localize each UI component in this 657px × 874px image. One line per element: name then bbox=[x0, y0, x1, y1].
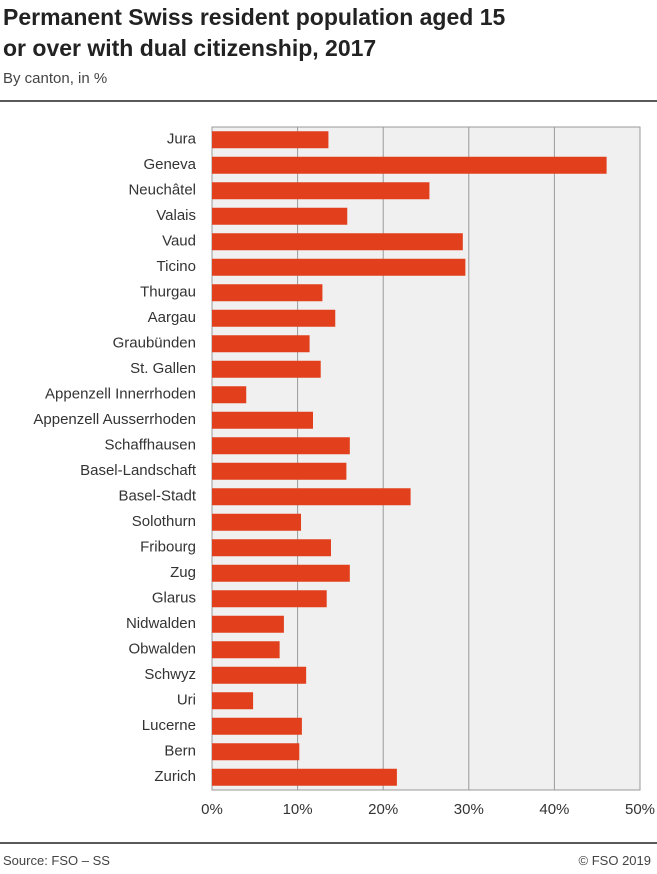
bar bbox=[212, 590, 327, 608]
y-tick-label: Aargau bbox=[148, 309, 196, 326]
y-tick-label: Solothurn bbox=[132, 513, 196, 530]
y-tick-label: Neuchâtel bbox=[128, 182, 196, 199]
bar bbox=[212, 462, 347, 480]
y-tick-label: Basel-Landschaft bbox=[80, 462, 197, 479]
y-tick-label: Basel-Stadt bbox=[118, 488, 196, 505]
x-tick-label: 30% bbox=[454, 801, 484, 818]
y-tick-label: Glarus bbox=[152, 590, 196, 607]
bar bbox=[212, 386, 247, 404]
x-tick-label: 20% bbox=[368, 801, 398, 818]
y-tick-label: Geneva bbox=[143, 156, 196, 173]
copyright: © FSO 2019 bbox=[578, 853, 651, 868]
bar bbox=[212, 615, 284, 633]
y-tick-label: Schwyz bbox=[144, 666, 196, 683]
y-tick-label: Vaud bbox=[162, 233, 196, 250]
y-tick-label: Fribourg bbox=[140, 539, 196, 556]
bar bbox=[212, 411, 314, 429]
chart-subtitle: By canton, in % bbox=[3, 70, 108, 87]
y-tick-label: Valais bbox=[156, 207, 196, 224]
bar bbox=[212, 360, 321, 378]
y-tick-label: Jura bbox=[167, 131, 197, 148]
bar bbox=[212, 309, 336, 327]
y-tick-label: Uri bbox=[177, 692, 196, 709]
y-tick-label: Lucerne bbox=[142, 717, 196, 734]
bar bbox=[212, 768, 397, 786]
y-tick-label: Thurgau bbox=[140, 284, 196, 301]
y-tick-label: Ticino bbox=[157, 258, 196, 275]
bar bbox=[212, 182, 430, 200]
y-tick-label: Schaffhausen bbox=[105, 437, 196, 454]
bar bbox=[212, 692, 254, 710]
bar bbox=[212, 641, 280, 659]
y-tick-label: Appenzell Innerrhoden bbox=[45, 386, 196, 403]
x-tick-label: 50% bbox=[625, 801, 655, 818]
bar bbox=[212, 666, 307, 684]
x-tick-label: 10% bbox=[283, 801, 313, 818]
y-tick-label: Zurich bbox=[154, 768, 196, 785]
x-tick-label: 0% bbox=[201, 801, 223, 818]
y-tick-label: Graubünden bbox=[113, 335, 196, 352]
bar bbox=[212, 131, 329, 149]
y-tick-label: Zug bbox=[170, 564, 196, 581]
bar bbox=[212, 207, 348, 225]
y-tick-label: Appenzell Ausserrhoden bbox=[33, 411, 196, 428]
bar bbox=[212, 564, 350, 582]
bar bbox=[212, 284, 323, 302]
bar bbox=[212, 539, 331, 557]
bar bbox=[212, 156, 607, 174]
chart-title: Permanent Swiss resident population aged… bbox=[3, 4, 506, 61]
x-tick-label: 40% bbox=[539, 801, 569, 818]
bar bbox=[212, 743, 300, 761]
bar bbox=[212, 335, 310, 353]
y-tick-label: St. Gallen bbox=[130, 360, 196, 377]
bar bbox=[212, 233, 463, 251]
bar bbox=[212, 717, 302, 735]
y-tick-label: Bern bbox=[164, 743, 196, 760]
bar bbox=[212, 488, 411, 506]
plot-area bbox=[211, 126, 641, 791]
y-tick-label: Obwalden bbox=[128, 641, 196, 658]
y-tick-label: Nidwalden bbox=[126, 615, 196, 632]
source: Source: FSO – SS bbox=[3, 853, 110, 868]
bar bbox=[212, 437, 350, 455]
bar bbox=[212, 513, 302, 531]
bar bbox=[212, 258, 466, 276]
